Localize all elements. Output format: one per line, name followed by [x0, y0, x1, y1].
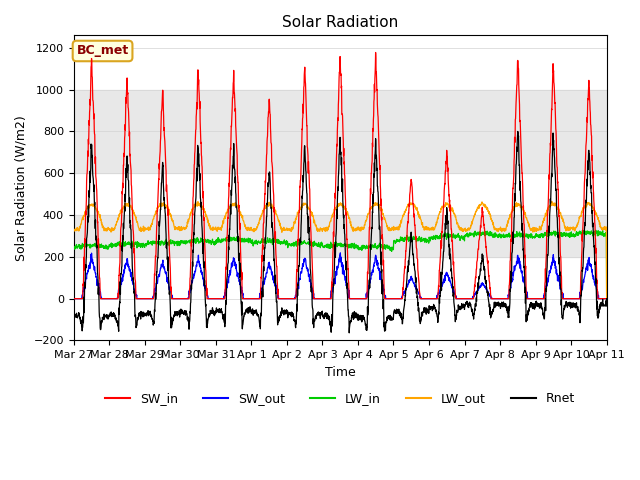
Title: Solar Radiation: Solar Radiation	[282, 15, 398, 30]
Bar	[74, 90, 607, 173]
Y-axis label: Solar Radiation (W/m2): Solar Radiation (W/m2)	[15, 115, 28, 261]
Legend: SW_in, SW_out, LW_in, LW_out, Rnet: SW_in, SW_out, LW_in, LW_out, Rnet	[100, 387, 580, 410]
Bar	[74, 215, 607, 257]
Text: BC_met: BC_met	[76, 45, 129, 58]
X-axis label: Time: Time	[325, 366, 356, 379]
